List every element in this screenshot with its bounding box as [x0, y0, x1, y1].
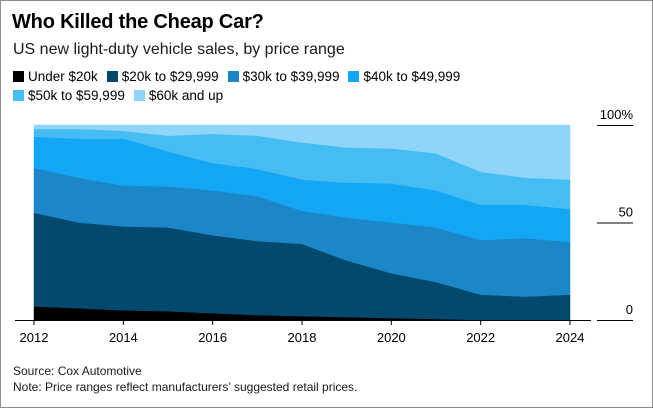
x-tick-label: 2018	[288, 330, 317, 345]
legend-item: $60k and up	[133, 86, 224, 105]
legend-label: $40k to $49,999	[363, 69, 461, 84]
y-tick-label: 50	[619, 205, 633, 220]
legend-label: $50k to $59,999	[28, 88, 125, 103]
y-tick-label: 0	[626, 302, 633, 317]
legend-swatch	[227, 71, 239, 82]
x-tick-label: 2016	[198, 330, 227, 345]
legend-item: $40k to $49,999	[348, 67, 460, 86]
source-note: Source: Cox Automotive	[13, 364, 142, 378]
legend-label: $20k to $29,999	[121, 69, 219, 84]
chart-subtitle: US new light-duty vehicle sales, by pric…	[13, 41, 345, 58]
x-tick-label: 2020	[377, 330, 406, 345]
legend-label: $30k to $39,999	[242, 69, 340, 84]
x-tick-label: 2022	[466, 330, 495, 345]
legend-swatch	[13, 90, 24, 101]
legend-item: $30k to $39,999	[227, 67, 340, 86]
legend: Under $20k $20k to $29,999 $30k to $39,999…	[13, 67, 573, 105]
legend-item: $20k to $29,999	[106, 67, 219, 86]
legend-item: $50k to $59,999	[13, 86, 125, 105]
x-tick-label: 2014	[109, 330, 138, 345]
x-tick-label: 2012	[20, 330, 49, 345]
y-tick-label: 100%	[600, 107, 634, 122]
legend-swatch	[106, 71, 118, 82]
legend-label: $60k and up	[148, 88, 224, 103]
legend-swatch	[133, 90, 145, 101]
x-tick-label: 2024	[556, 330, 585, 345]
legend-item: Under $20k	[13, 67, 98, 86]
legend-label: Under $20k	[28, 69, 98, 84]
chart-title: Who Killed the Cheap Car?	[12, 11, 264, 33]
price-note: Note: Price ranges reflect manufacturers…	[13, 380, 358, 394]
area-series	[33, 124, 571, 180]
legend-swatch	[13, 71, 24, 82]
legend-swatch	[348, 71, 360, 82]
